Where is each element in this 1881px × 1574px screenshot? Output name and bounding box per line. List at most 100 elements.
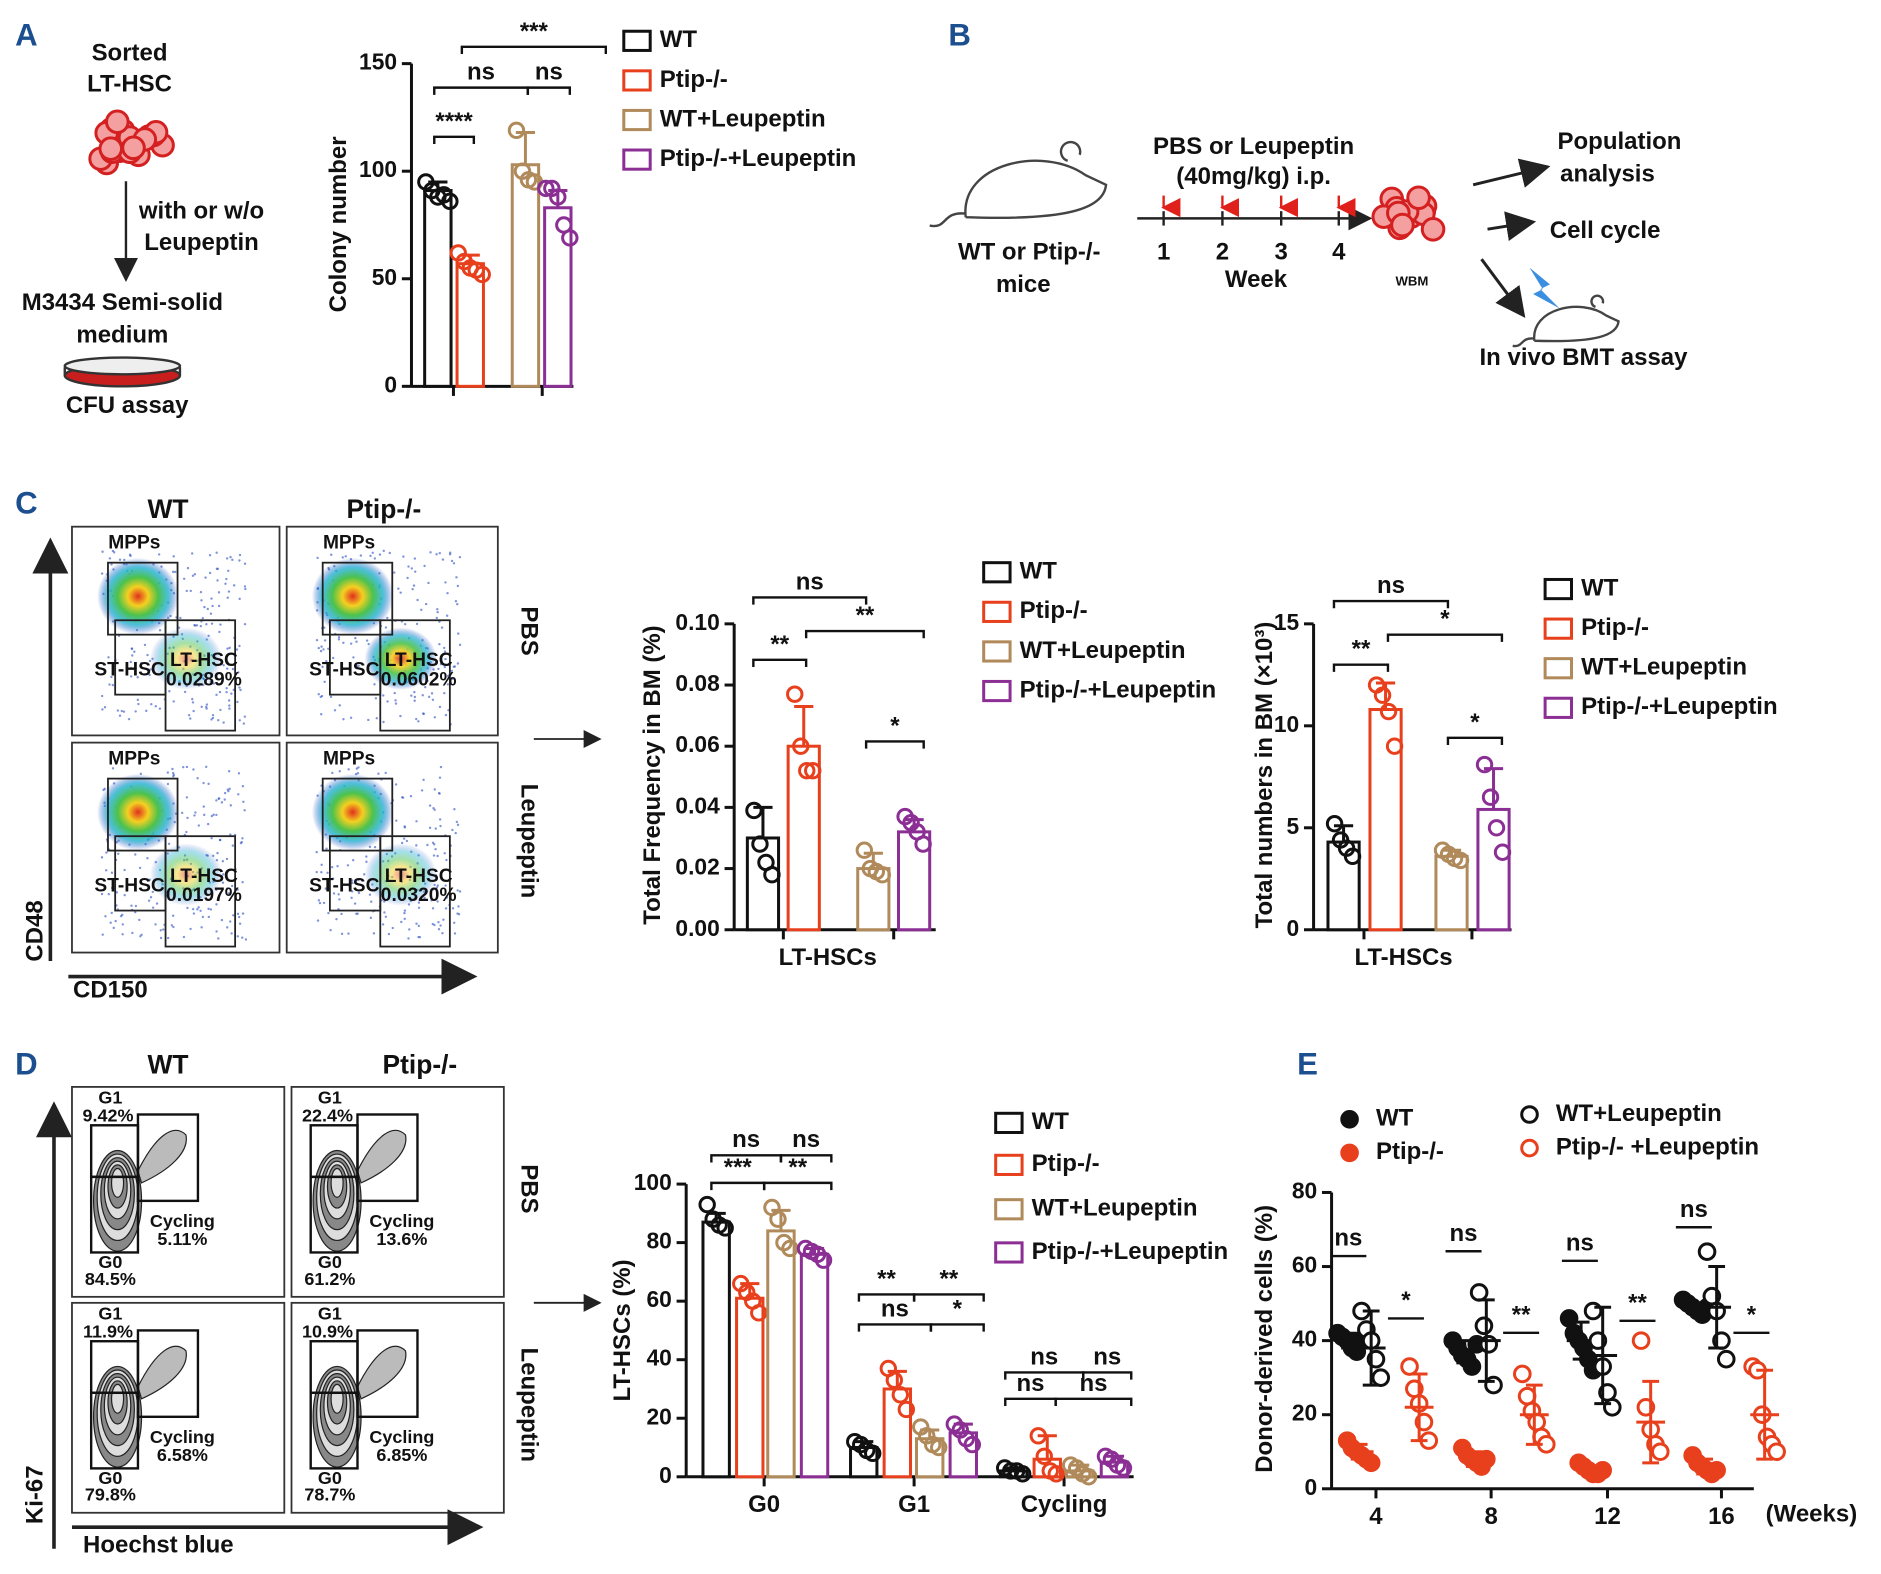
event	[457, 905, 460, 908]
event	[443, 852, 446, 855]
event	[428, 804, 432, 807]
event	[112, 926, 115, 930]
y-tick-label: 100	[359, 156, 397, 182]
x-tick-label: 12	[1594, 1503, 1621, 1530]
x-axis-label: (Weeks)	[1766, 1501, 1858, 1528]
event	[365, 639, 369, 642]
event	[115, 891, 119, 894]
data-point	[1479, 1335, 1499, 1354]
event	[384, 771, 387, 775]
legend-label: WT+Leupeptin	[1581, 654, 1747, 681]
event	[147, 899, 151, 902]
event	[355, 640, 358, 643]
label: In vivo BMT assay	[1480, 344, 1689, 371]
significance-bracket	[433, 135, 476, 145]
event	[375, 717, 378, 720]
event	[193, 573, 197, 576]
significance-bracket	[929, 1323, 985, 1332]
event	[438, 818, 442, 821]
event	[347, 932, 350, 935]
event	[424, 685, 427, 689]
contour	[356, 1345, 407, 1400]
event	[423, 564, 426, 568]
event	[196, 908, 199, 911]
arrow	[1472, 158, 1551, 188]
label: MPPs	[323, 748, 375, 769]
event	[342, 641, 345, 645]
event	[205, 703, 209, 706]
event	[195, 624, 199, 627]
event	[219, 838, 222, 842]
event	[378, 553, 382, 556]
y-axis-label: Total Frequency in BM (%)	[639, 625, 666, 924]
event	[323, 639, 327, 642]
label: LT-HSC	[87, 71, 172, 98]
event	[207, 907, 210, 911]
event	[205, 707, 208, 710]
event	[185, 830, 188, 834]
event	[121, 913, 124, 917]
event	[436, 884, 439, 887]
significance-bracket	[1386, 633, 1504, 642]
event	[222, 664, 225, 667]
event	[453, 808, 456, 811]
event	[122, 710, 126, 713]
event	[388, 551, 392, 555]
event	[434, 827, 437, 830]
event	[194, 811, 197, 814]
event	[205, 623, 208, 626]
event	[443, 665, 447, 669]
event	[148, 878, 151, 881]
event	[337, 893, 340, 896]
event	[348, 885, 351, 888]
event	[381, 923, 385, 926]
event	[417, 720, 420, 723]
event	[226, 661, 230, 664]
contour	[330, 1383, 344, 1414]
event	[437, 920, 440, 924]
event	[210, 836, 213, 840]
legend-label: Ptip-/-	[1581, 614, 1649, 641]
significance-label: ns	[1334, 1225, 1362, 1252]
event	[337, 638, 341, 641]
significance-bracket	[1332, 663, 1390, 672]
significance-label: **	[877, 1265, 896, 1292]
label: 0.0289%	[166, 669, 242, 690]
label: 6.85%	[376, 1445, 427, 1465]
y-tick-label: 0.10	[675, 609, 719, 635]
label: CFU assay	[66, 392, 189, 419]
label: PBS	[515, 606, 542, 655]
legend-label: WT+Leupeptin	[1032, 1195, 1198, 1222]
event	[416, 598, 419, 602]
density	[311, 557, 394, 635]
cell	[1406, 185, 1431, 211]
data-point	[885, 1371, 904, 1389]
event	[202, 781, 205, 785]
x-tick-label: 16	[1708, 1503, 1735, 1530]
data-point	[1047, 1465, 1065, 1483]
event	[402, 837, 406, 840]
event	[435, 553, 438, 556]
label: G0	[318, 1468, 342, 1488]
label: ST-HSC	[94, 660, 165, 681]
arrow	[1487, 211, 1537, 242]
event	[111, 767, 115, 770]
significance-bracket	[1082, 1371, 1133, 1380]
event	[417, 906, 421, 909]
y-tick-label: 100	[634, 1169, 672, 1195]
event	[327, 911, 330, 915]
label: 2	[1216, 239, 1229, 266]
data-point	[1583, 1301, 1603, 1321]
event	[456, 662, 460, 665]
significance-label: ****	[435, 108, 473, 135]
legend-label: Ptip-/-	[1032, 1150, 1100, 1177]
event	[192, 912, 196, 915]
event	[146, 653, 149, 657]
event	[320, 863, 323, 866]
event	[110, 886, 114, 890]
significance-label: ns	[881, 1295, 909, 1322]
event	[118, 558, 122, 561]
event	[370, 900, 373, 903]
event	[317, 646, 320, 650]
event	[401, 796, 405, 799]
